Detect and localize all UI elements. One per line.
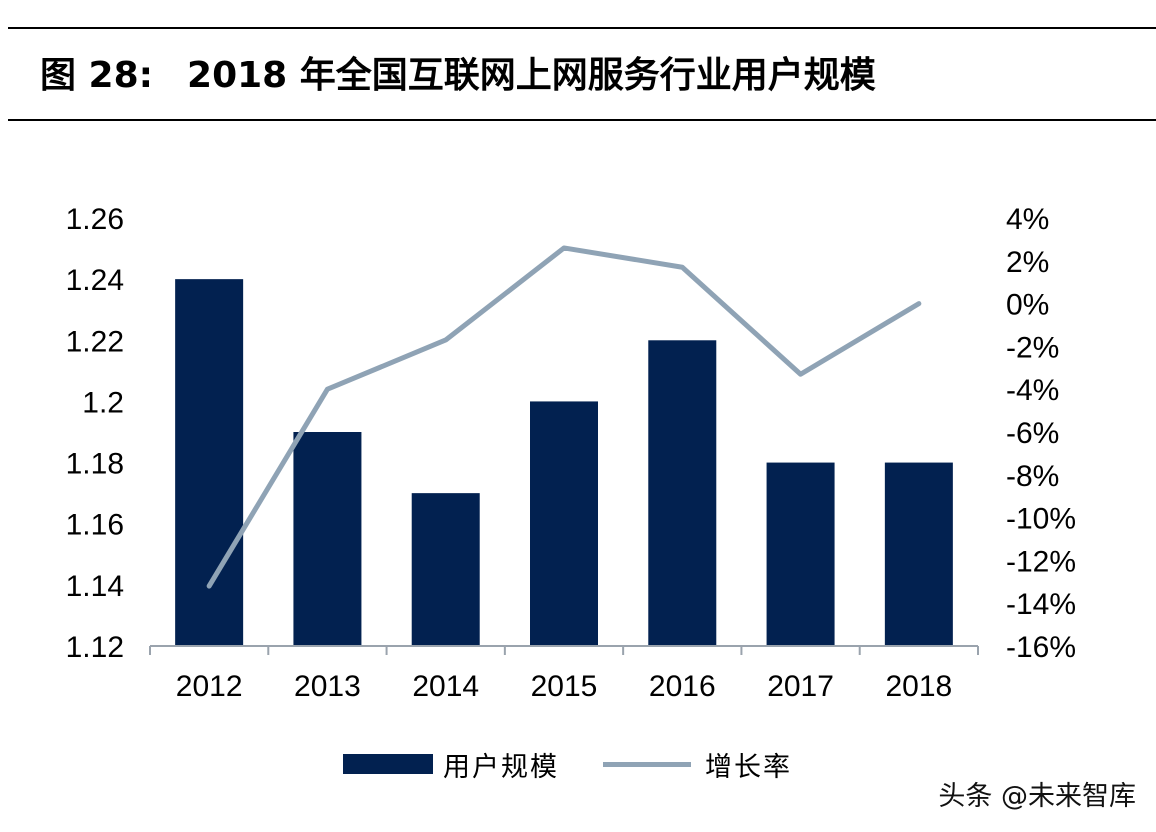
legend-line-swatch <box>603 761 691 767</box>
legend-line-label: 增长率 <box>705 751 792 783</box>
y-left-tick-label: 1.22 <box>66 325 124 358</box>
y-right-tick-label: -4% <box>1006 374 1059 407</box>
bar-2015 <box>530 401 598 646</box>
y-left-tick-label: 1.26 <box>66 203 124 236</box>
x-tick-label-2018: 2018 <box>885 670 952 703</box>
legend-bar-swatch <box>343 754 433 774</box>
bar-2014 <box>411 493 480 646</box>
bar-2017 <box>766 462 835 646</box>
y-right-tick-label: 4% <box>1006 203 1049 236</box>
y-left-tick-label: 1.24 <box>66 264 124 297</box>
y-left-tick-label: 1.12 <box>66 631 124 664</box>
bar-2012 <box>175 279 244 646</box>
y-left-tick-label: 1.16 <box>66 509 124 542</box>
bar-2016 <box>648 340 717 646</box>
x-tick-label-2016: 2016 <box>649 670 716 703</box>
bar-2018 <box>884 462 953 646</box>
legend-bar-label: 用户规模 <box>443 751 559 783</box>
x-tick-label-2013: 2013 <box>294 670 361 703</box>
top-rule <box>8 27 1156 29</box>
x-tick-label-2015: 2015 <box>531 670 598 703</box>
y-left-tick-label: 1.14 <box>66 570 124 603</box>
figure-label: 图 28: <box>40 55 154 96</box>
x-tick-label-2012: 2012 <box>176 670 243 703</box>
watermark: 头条 @未来智库 <box>938 781 1136 812</box>
y-right-tick-label: -12% <box>1006 545 1076 578</box>
y-right-tick-label: -14% <box>1006 588 1076 621</box>
figure-title-text: 2018 年全国互联网上网服务行业用户规模 <box>187 55 876 96</box>
title-bottom-rule <box>8 119 1156 121</box>
y-left-tick-label: 1.18 <box>66 448 124 481</box>
y-right-tick-label: -8% <box>1006 460 1059 493</box>
bar-2013 <box>293 432 362 646</box>
y-right-tick-label: -2% <box>1006 331 1059 364</box>
legend: 用户规模 增长率 <box>343 742 792 786</box>
figure-title: 图 28: 2018 年全国互联网上网服务行业用户规模 <box>40 48 876 104</box>
y-right-tick-label: -16% <box>1006 631 1076 664</box>
y-right-tick-label: 2% <box>1006 246 1049 279</box>
x-tick-label-2017: 2017 <box>767 670 834 703</box>
y-right-tick-label: -10% <box>1006 503 1076 536</box>
y-left-tick-label: 1.2 <box>82 386 124 419</box>
y-right-tick-label: -6% <box>1006 417 1059 450</box>
y-right-tick-label: 0% <box>1006 289 1049 322</box>
x-tick-label-2014: 2014 <box>412 670 479 703</box>
